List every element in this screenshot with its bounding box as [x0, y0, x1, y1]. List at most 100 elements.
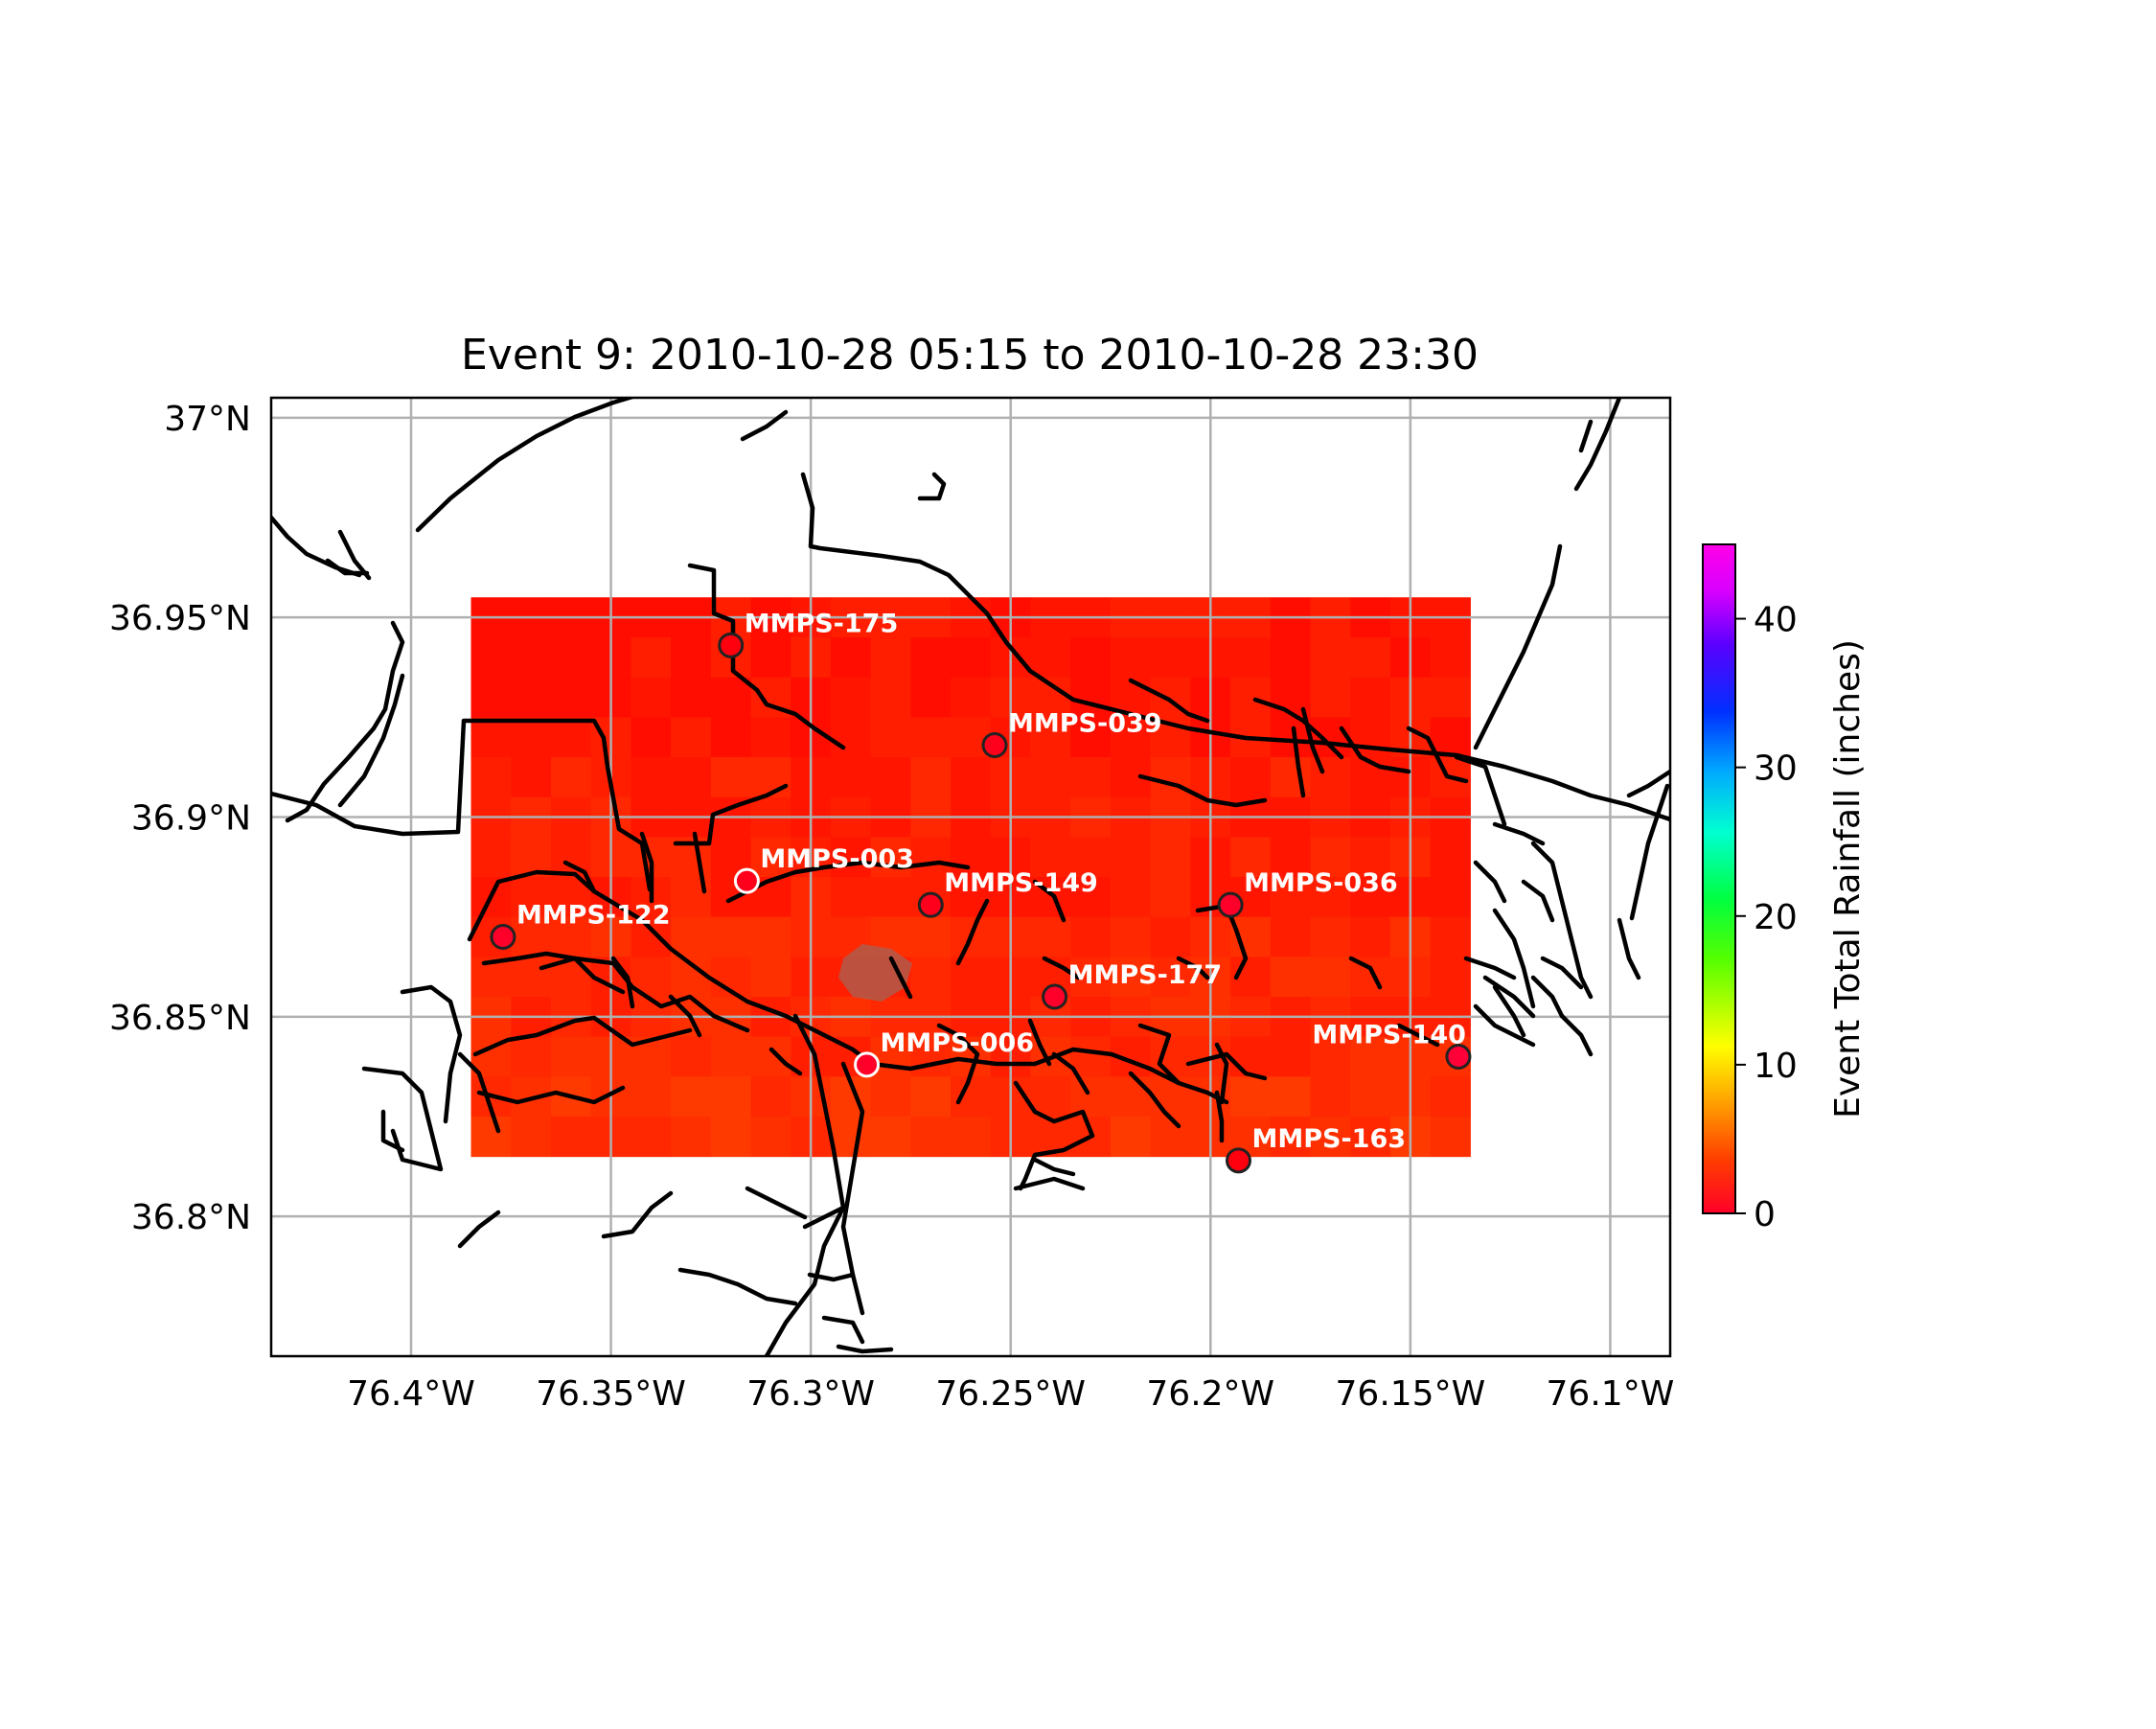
raster-cell [671, 1117, 712, 1158]
station-marker[interactable] [981, 732, 1008, 758]
raster-cell [710, 1117, 752, 1158]
y-tick-label: 36.95°N [109, 599, 251, 638]
raster-cell [511, 677, 552, 718]
station-mmps-036[interactable]: MMPS-036 [1217, 868, 1398, 918]
station-marker[interactable] [490, 924, 516, 950]
coastline-segment [285, 620, 405, 823]
station-marker[interactable] [917, 891, 944, 918]
raster-cell [1230, 757, 1272, 798]
raster-cell [1310, 916, 1351, 957]
raster-cell [511, 957, 552, 998]
coastline-segment [1300, 706, 1325, 774]
raster-cell [631, 757, 672, 798]
raster-cell [870, 837, 911, 878]
raster-cell [1030, 1076, 1071, 1118]
station-marker[interactable] [733, 867, 760, 894]
x-tick-label: 76.2°W [1146, 1374, 1274, 1414]
raster-cell [1310, 677, 1351, 718]
station-marker[interactable] [1225, 1147, 1251, 1174]
coastline-segment [1291, 726, 1306, 798]
raster-cell [910, 1076, 952, 1118]
coastline-segment [800, 472, 1670, 822]
station-mmps-122[interactable]: MMPS-122 [490, 901, 671, 950]
colorbar-tick-label: 0 [1754, 1195, 1776, 1234]
coastline-segment [888, 956, 913, 1000]
raster-cell [631, 1117, 672, 1158]
raster-cell [511, 877, 552, 918]
y-tick-label: 36.9°N [131, 799, 251, 839]
raster-cell [1310, 1036, 1351, 1077]
colorbar-tick-label: 30 [1754, 749, 1798, 789]
raster-cell [1230, 1036, 1272, 1077]
station-marker[interactable] [1217, 891, 1244, 918]
station-label: MMPS-036 [1244, 868, 1398, 898]
raster-cell [1070, 717, 1112, 758]
coastline-segment [1214, 1042, 1229, 1105]
raster-cell [671, 916, 712, 957]
coastline-segment [1626, 769, 1670, 798]
station-mmps-175[interactable]: MMPS-175 [718, 609, 899, 658]
raster-cell [671, 637, 712, 679]
station-mmps-006[interactable]: MMPS-006 [854, 1028, 1035, 1078]
raster-cell [910, 677, 952, 718]
station-mmps-039[interactable]: MMPS-039 [981, 709, 1162, 758]
raster-cell [1111, 916, 1152, 957]
raster-cell [1030, 837, 1071, 878]
station-label: MMPS-177 [1068, 960, 1223, 990]
stations-layer: MMPS-175 MMPS-039 MMPS-003 MMPS-149 MMPS-036… [490, 609, 1472, 1174]
coastline-segment [1492, 821, 1546, 846]
station-mmps-177[interactable]: MMPS-177 [1042, 960, 1223, 1010]
station-marker[interactable] [718, 632, 745, 658]
raster-cell [710, 757, 752, 798]
raster-cell [1270, 1117, 1312, 1158]
raster-cell [1350, 637, 1391, 679]
raster-cell [1230, 837, 1272, 878]
gridlines [271, 398, 1670, 1356]
raster-cell [1270, 1036, 1312, 1077]
station-label: MMPS-149 [944, 868, 1098, 898]
coastline-segment [639, 831, 654, 904]
coastline-segment [768, 1047, 803, 1076]
raster-cell [1030, 916, 1071, 957]
coastline-segment [1032, 1157, 1076, 1177]
coastline-segment [361, 1066, 444, 1172]
raster-cell [1150, 637, 1191, 679]
raster-cell [1150, 877, 1191, 918]
station-mmps-140[interactable]: MMPS-140 [1312, 1021, 1472, 1070]
coastline-segment [1339, 726, 1411, 774]
x-tick-label: 76.25°W [935, 1374, 1086, 1414]
raster-cell [631, 1076, 672, 1118]
coastline-segment [1176, 956, 1210, 980]
coastline-segment [1042, 956, 1081, 980]
raster-cell [1070, 1076, 1112, 1118]
raster-cell [1070, 837, 1112, 878]
coastline-segment [1027, 1018, 1052, 1067]
station-mmps-163[interactable]: MMPS-163 [1225, 1124, 1406, 1174]
coastline-segment [1617, 917, 1641, 980]
raster-cell [1430, 1076, 1471, 1118]
raster-cell [511, 757, 552, 798]
raster-cell [870, 877, 911, 918]
raster-cell [910, 837, 952, 878]
coastline-segment [802, 1205, 846, 1230]
coastline-segment [1032, 879, 1067, 923]
station-mmps-003[interactable]: MMPS-003 [733, 844, 914, 894]
coastline-segment [1473, 543, 1563, 750]
colorbar-gradient [1702, 543, 1736, 1214]
raster-cell [1230, 637, 1272, 679]
raster-cell [1070, 916, 1112, 957]
coastline-segment [415, 398, 637, 533]
station-marker[interactable] [1445, 1044, 1472, 1070]
coastline-segment [821, 1315, 865, 1345]
station-marker[interactable] [1042, 983, 1068, 1010]
x-tick-label: 76.1°W [1547, 1374, 1675, 1414]
station-marker[interactable] [854, 1051, 881, 1078]
raster-cell [831, 717, 872, 758]
raster-cell [870, 717, 911, 758]
y-tick-label: 37°N [164, 400, 251, 439]
raster-cell [1111, 637, 1152, 679]
raster-cell [1310, 957, 1351, 998]
station-label: MMPS-163 [1251, 1124, 1406, 1154]
station-mmps-149[interactable]: MMPS-149 [917, 868, 1098, 918]
station-label: MMPS-006 [881, 1028, 1035, 1058]
